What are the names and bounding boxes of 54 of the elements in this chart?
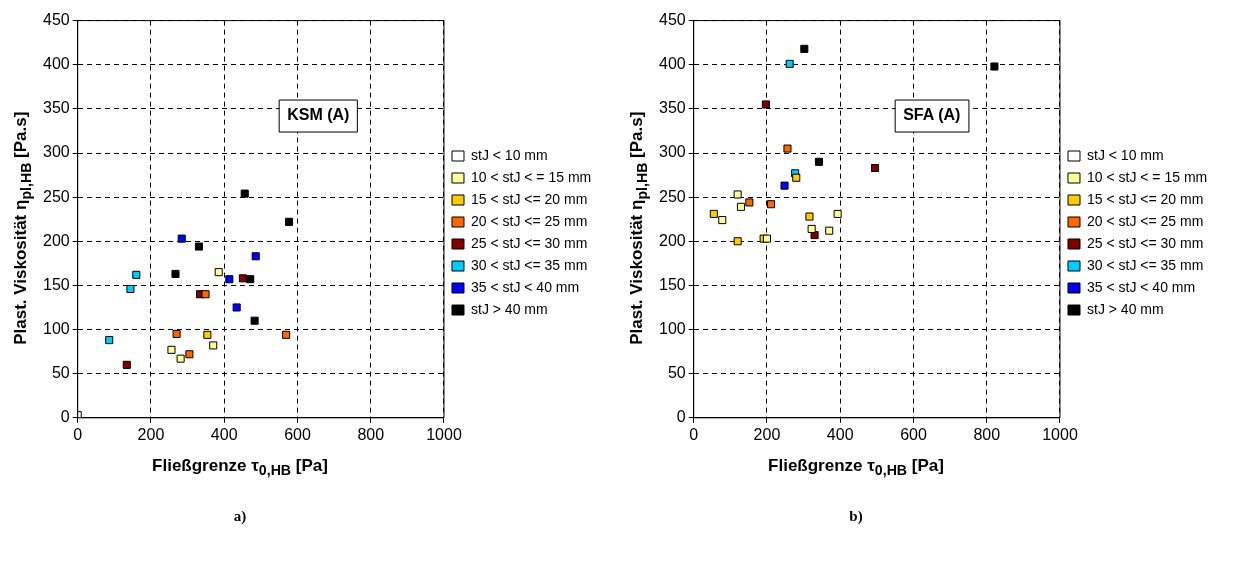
x-tick-label: 0 [73,425,83,443]
x-axis-title: Fließgrenze τ$_{0,HB}$ [Pa] [767,456,945,479]
y-tick-label: 50 [667,364,686,382]
y-tick-label: 0 [60,408,70,426]
legend-label: stJ > 40 mm [1087,300,1172,317]
legend-label: 15 < stJ <= 20 mm [1087,190,1212,207]
x-tick-label: 200 [137,425,165,443]
x-tick-label: 800 [973,425,1001,443]
legend-label: stJ < 10 mm [1087,146,1172,163]
y-tick-label: 100 [658,319,686,337]
text: b) [848,508,864,525]
x-tick-label: 1000 [1042,425,1078,443]
x-tick-label: 600 [900,425,927,443]
y-tick-label: 300 [42,143,70,161]
y-tick-label: 0 [676,408,686,426]
legend-label: 30 < stJ <= 35 mm [471,256,596,273]
y-tick-label: 400 [658,55,686,73]
legend-label: 20 < stJ <= 25 mm [1087,212,1212,229]
legend-label: 15 < stJ <= 20 mm [471,190,596,207]
y-tick-label: 450 [42,11,70,29]
y-tick-label: 150 [42,275,70,293]
legend-label: 10 < stJ < = 15 mm [471,168,600,185]
x-axis-title: Fließgrenze τ$_{0,HB}$ [Pa] [151,456,329,479]
y-tick-label: 250 [658,187,686,205]
y-tick-label: 350 [42,99,70,117]
legend-label: 35 < stJ < 40 mm [471,278,587,295]
y-tick-label: 350 [658,99,686,117]
annotation: SFA (A) [903,106,961,124]
legend-label: 30 < stJ <= 35 mm [1087,256,1212,273]
text: a) [232,508,248,525]
y-tick-label: 450 [658,11,686,29]
y-tick-label: 150 [658,275,686,293]
x-tick-label: 400 [210,425,238,443]
x-tick-label: 0 [689,425,699,443]
y-tick-label: 200 [658,231,686,249]
legend-label: 20 < stJ <= 25 mm [471,212,596,229]
legend-label: stJ > 40 mm [471,300,556,317]
y-tick-label: 400 [42,55,70,73]
legend-label: 25 < stJ <= 30 mm [1087,234,1212,251]
x-tick-label: 1000 [426,425,462,443]
y-tick-label: 100 [42,319,70,337]
x-tick-label: 600 [284,425,311,443]
legend-label: stJ < 10 mm [471,146,556,163]
x-tick-label: 200 [753,425,781,443]
legend-label: 10 < stJ < = 15 mm [1087,168,1216,185]
legend-label: 35 < stJ < 40 mm [1087,278,1203,295]
annotation: KSM (A) [287,106,350,124]
x-tick-label: 400 [826,425,854,443]
y-tick-label: 200 [42,231,70,249]
x-tick-label: 800 [357,425,385,443]
y-tick-label: 50 [51,364,70,382]
y-tick-label: 250 [42,187,70,205]
legend-label: 25 < stJ <= 30 mm [471,234,596,251]
y-tick-label: 300 [658,143,686,161]
